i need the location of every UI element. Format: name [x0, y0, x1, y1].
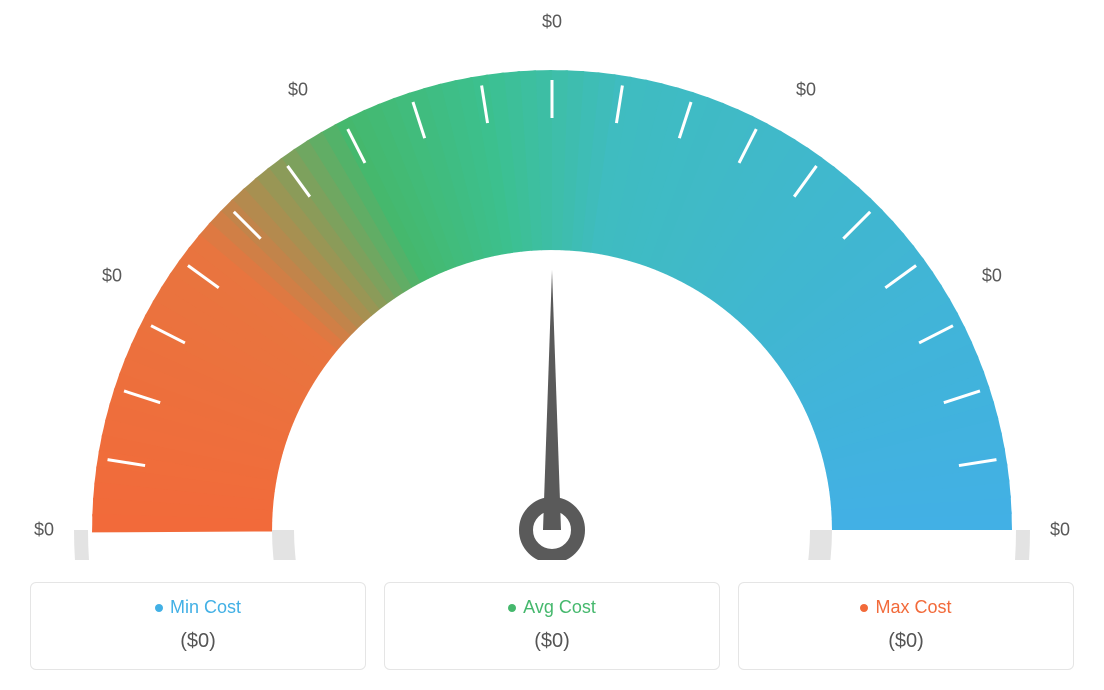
legend-avg-title: Avg Cost — [508, 597, 596, 618]
gauge-chart — [0, 0, 1104, 560]
gauge-scale-label: $0 — [982, 266, 1002, 287]
gauge-scale-label: $0 — [102, 266, 122, 287]
legend-max-card: Max Cost ($0) — [738, 582, 1074, 670]
legend-min-dot-icon — [155, 604, 163, 612]
legend-min-card: Min Cost ($0) — [30, 582, 366, 670]
gauge-scale-label: $0 — [1050, 520, 1070, 541]
gauge-scale-label: $0 — [796, 80, 816, 101]
legend-min-value: ($0) — [43, 630, 353, 653]
legend-min-label: Min Cost — [170, 597, 241, 618]
legend-avg-value: ($0) — [397, 630, 707, 653]
gauge-scale-label: $0 — [542, 12, 562, 33]
legend-max-value: ($0) — [751, 630, 1061, 653]
chart-container: $0 $0 $0 $0 $0 $0 $0 Min Cost ($0) Avg Cost ($… — [0, 0, 1104, 690]
legend-min-title: Min Cost — [155, 597, 241, 618]
legend-max-label: Max Cost — [875, 597, 951, 618]
legend-row: Min Cost ($0) Avg Cost ($0) Max Cost ($0… — [30, 582, 1074, 670]
gauge-scale-label: $0 — [34, 520, 54, 541]
gauge-scale-label: $0 — [288, 80, 308, 101]
legend-max-dot-icon — [860, 604, 868, 612]
legend-avg-dot-icon — [508, 604, 516, 612]
legend-max-title: Max Cost — [860, 597, 951, 618]
legend-avg-card: Avg Cost ($0) — [384, 582, 720, 670]
legend-avg-label: Avg Cost — [523, 597, 596, 618]
